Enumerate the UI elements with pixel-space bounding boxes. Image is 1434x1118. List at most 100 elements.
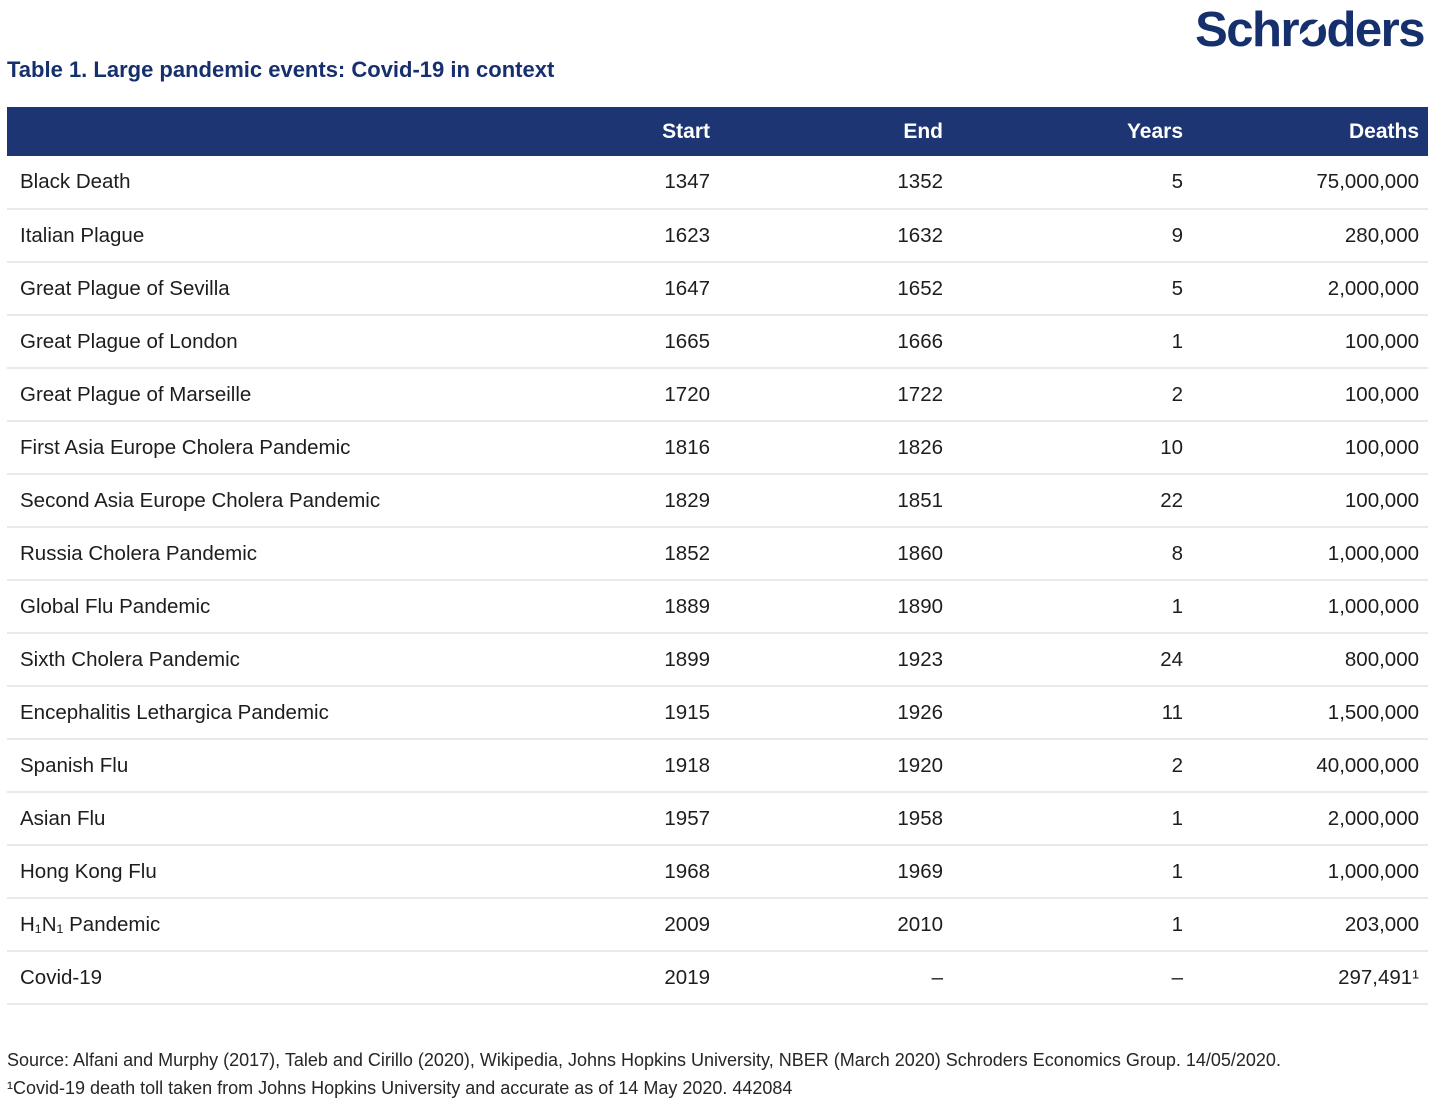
start-year-cell: 1957 [427, 792, 710, 846]
start-year-cell: 2009 [427, 898, 710, 952]
deaths-cell: 1,000,000 [1183, 527, 1428, 581]
end-year-cell: 1926 [710, 686, 943, 740]
deaths-cell: 297,491¹ [1183, 951, 1428, 1005]
end-year-cell: 1958 [710, 792, 943, 846]
column-header-start: Start [427, 107, 710, 156]
years-cell: 1 [943, 580, 1183, 634]
end-year-cell: 1652 [710, 262, 943, 316]
start-year-cell: 1829 [427, 474, 710, 528]
page-title: Table 1. Large pandemic events: Covid-19… [7, 57, 555, 82]
column-header-deaths: Deaths [1183, 107, 1428, 156]
end-year-cell: 2010 [710, 898, 943, 952]
pandemic-events-table: Start End Years Deaths Black Death 1347 13… [7, 107, 1428, 1005]
end-year-cell: 1666 [710, 315, 943, 369]
deaths-cell: 1,000,000 [1183, 845, 1428, 899]
start-year-cell: 1647 [427, 262, 710, 316]
years-cell: 1 [943, 315, 1183, 369]
years-cell: 1 [943, 792, 1183, 846]
schroders-logo: Schroders [1195, 0, 1425, 60]
start-year-cell: 1347 [427, 156, 710, 210]
table-body: Black Death 1347 1352 5 75,000,000 Italian Pl… [7, 156, 1428, 1005]
table-row: Covid-19 2019– –297,491¹ [7, 951, 1428, 1005]
deaths-cell: 280,000 [1183, 209, 1428, 263]
column-header-years: Years [943, 107, 1183, 156]
end-year-cell: 1851 [710, 474, 943, 528]
years-cell: – [943, 951, 1183, 1005]
deaths-cell: 75,000,000 [1183, 156, 1428, 210]
start-year-cell: 1852 [427, 527, 710, 581]
event-name-cell: Global Flu Pandemic [7, 580, 427, 634]
event-name-cell: Second Asia Europe Cholera Pandemic [7, 474, 427, 528]
event-name-cell: Great Plague of London [7, 315, 427, 369]
event-name-cell: Russia Cholera Pandemic [7, 527, 427, 581]
table-row: Encephalitis Lethargica Pandemic 1915 1926… [7, 686, 1428, 740]
table-row: Great Plague of Sevilla 1647 1652 5 2,000,00… [7, 262, 1428, 316]
end-year-cell: 1923 [710, 633, 943, 687]
start-year-cell: 1889 [427, 580, 710, 634]
event-name-cell: Italian Plague [7, 209, 427, 263]
start-year-cell: 1816 [427, 421, 710, 475]
end-year-cell: 1352 [710, 156, 943, 210]
event-name-cell: Great Plague of Marseille [7, 368, 427, 422]
column-header-end: End [710, 107, 943, 156]
end-year-cell: – [710, 951, 943, 1005]
event-name-cell: Hong Kong Flu [7, 845, 427, 899]
years-cell: 9 [943, 209, 1183, 263]
deaths-cell: 100,000 [1183, 474, 1428, 528]
deaths-cell: 2,000,000 [1183, 792, 1428, 846]
start-year-cell: 2019 [427, 951, 710, 1005]
years-cell: 24 [943, 633, 1183, 687]
event-name-cell: Black Death [7, 156, 427, 210]
years-cell: 5 [943, 156, 1183, 210]
event-name-cell: H₁N₁ Pandemic [7, 898, 427, 952]
table-row: Sixth Cholera Pandemic 1899 1923 24 800,000 [7, 633, 1428, 687]
years-cell: 2 [943, 368, 1183, 422]
event-name-cell: Asian Flu [7, 792, 427, 846]
end-year-cell: 1826 [710, 421, 943, 475]
table-row: Great Plague of Marseille 1720 1722 2 100,00… [7, 368, 1428, 422]
years-cell: 2 [943, 739, 1183, 793]
table-row: Asian Flu 1957 1958 1 2,000,000 [7, 792, 1428, 846]
footnote-line: ¹Covid-19 death toll taken from Johns Ho… [7, 1078, 793, 1098]
start-year-cell: 1918 [427, 739, 710, 793]
source-footer: Source: Alfani and Murphy (2017), Taleb … [7, 1046, 1281, 1102]
years-cell: 11 [943, 686, 1183, 740]
end-year-cell: 1920 [710, 739, 943, 793]
table-row: Italian Plague 1623 1632 9 280,000 [7, 209, 1428, 263]
deaths-cell: 2,000,000 [1183, 262, 1428, 316]
event-name-cell: Covid-19 [7, 951, 427, 1005]
start-year-cell: 1899 [427, 633, 710, 687]
deaths-cell: 100,000 [1183, 315, 1428, 369]
end-year-cell: 1890 [710, 580, 943, 634]
table-row: Spanish Flu 1918 1920 2 40,000,000 [7, 739, 1428, 793]
start-year-cell: 1720 [427, 368, 710, 422]
end-year-cell: 1860 [710, 527, 943, 581]
years-cell: 8 [943, 527, 1183, 581]
deaths-cell: 100,000 [1183, 421, 1428, 475]
table-header-row: Start End Years Deaths [7, 107, 1428, 156]
deaths-cell: 1,000,000 [1183, 580, 1428, 634]
start-year-cell: 1623 [427, 209, 710, 263]
deaths-cell: 100,000 [1183, 368, 1428, 422]
logo-slashed-o: o [1298, 0, 1328, 60]
table-row: Global Flu Pandemic 1889 1890 1 1,000,000 [7, 580, 1428, 634]
deaths-cell: 1,500,000 [1183, 686, 1428, 740]
table-row: Russia Cholera Pandemic 1852 1860 8 1,000,00… [7, 527, 1428, 581]
logo-text-left: Schr [1195, 3, 1299, 57]
deaths-cell: 203,000 [1183, 898, 1428, 952]
start-year-cell: 1915 [427, 686, 710, 740]
start-year-cell: 1968 [427, 845, 710, 899]
years-cell: 5 [943, 262, 1183, 316]
years-cell: 10 [943, 421, 1183, 475]
table-row: Second Asia Europe Cholera Pandemic 1829 1… [7, 474, 1428, 528]
table-row: Black Death 1347 1352 5 75,000,000 [7, 156, 1428, 210]
event-name-cell: Spanish Flu [7, 739, 427, 793]
start-year-cell: 1665 [427, 315, 710, 369]
end-year-cell: 1722 [710, 368, 943, 422]
column-header-event [7, 107, 427, 156]
table-row: Great Plague of London 1665 1666 1 100,000 [7, 315, 1428, 369]
event-name-cell: Sixth Cholera Pandemic [7, 633, 427, 687]
table-row: First Asia Europe Cholera Pandemic 1816 18… [7, 421, 1428, 475]
logo-text-right: ders [1326, 3, 1425, 57]
deaths-cell: 40,000,000 [1183, 739, 1428, 793]
